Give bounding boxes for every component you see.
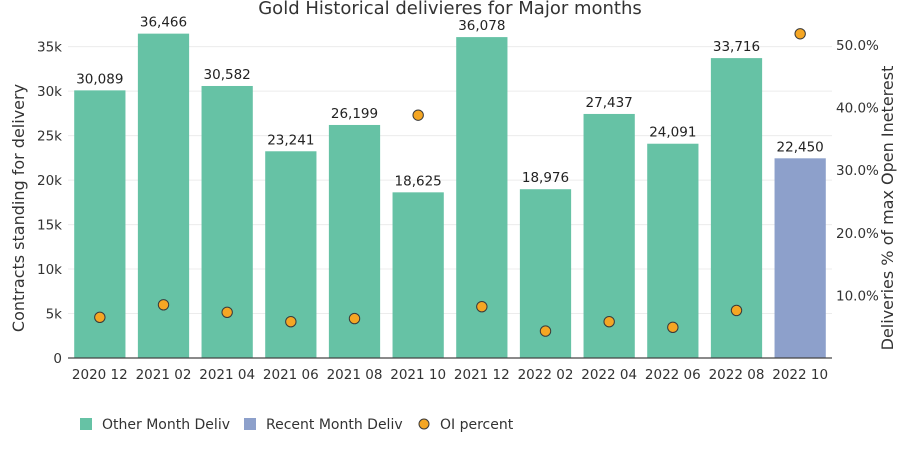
y-tick-label: 20k bbox=[37, 173, 62, 189]
y-tick-label: 10k bbox=[37, 262, 62, 278]
bar-value-label: 27,437 bbox=[586, 95, 633, 111]
legend-label: Recent Month Deliv bbox=[266, 417, 403, 433]
chart-title: Gold Historical delivieres for Major mon… bbox=[258, 0, 642, 19]
bar-value-label: 26,199 bbox=[331, 106, 378, 122]
bar bbox=[392, 192, 444, 358]
legend: Other Month Deliv Recent Month Deliv OI pe… bbox=[80, 417, 514, 433]
oi-point bbox=[667, 321, 679, 334]
oi-point bbox=[348, 312, 361, 325]
y2-tick-label: 30.0% bbox=[836, 163, 879, 179]
x-tick-label: 2021 12 bbox=[454, 367, 510, 383]
grid-lines bbox=[68, 46, 832, 315]
oi-point bbox=[539, 325, 552, 337]
oi-point bbox=[221, 306, 233, 319]
bar-value-label: 33,716 bbox=[713, 39, 760, 55]
oi-point bbox=[285, 315, 297, 328]
oi-point bbox=[730, 304, 743, 317]
bar-labels: 30,089 36,466 30,582 23,241 26,199 18,625 36,0… bbox=[76, 15, 824, 190]
y-tick-label: 0 bbox=[53, 351, 62, 367]
y-tick-label: 15k bbox=[37, 218, 62, 234]
bar-value-label: 36,466 bbox=[140, 15, 187, 31]
x-tick-label: 2022 06 bbox=[645, 367, 701, 383]
bar-value-label: 30,089 bbox=[76, 71, 123, 87]
legend-swatch-oi-percent bbox=[418, 418, 430, 430]
bar bbox=[774, 158, 826, 358]
x-tick-label: 2021 04 bbox=[199, 367, 255, 383]
oi-point bbox=[794, 28, 806, 40]
y-tick-label: 30k bbox=[37, 84, 62, 100]
oi-point bbox=[412, 109, 424, 121]
bars bbox=[74, 33, 826, 359]
y2-axis-title: Deliveries % of max Open Ineterest bbox=[878, 66, 897, 351]
y-tick-label: 35k bbox=[37, 40, 62, 56]
x-tick-label: 2021 06 bbox=[263, 367, 319, 383]
x-tick-label: 2021 02 bbox=[136, 367, 192, 383]
x-tick-label: 2021 08 bbox=[327, 367, 383, 383]
x-tick-label: 2022 08 bbox=[709, 367, 765, 383]
x-tick-label: 2020 12 bbox=[72, 367, 128, 383]
y2-tick-label: 20.0% bbox=[836, 226, 879, 242]
x-tick-label: 2021 10 bbox=[390, 367, 446, 383]
x-tick-label: 2022 04 bbox=[581, 367, 637, 383]
legend-swatch bbox=[244, 418, 256, 430]
legend-label: Other Month Deliv bbox=[102, 417, 230, 433]
oi-point bbox=[603, 315, 615, 328]
y-tick-label: 5k bbox=[46, 307, 63, 323]
y-tick-label: 25k bbox=[37, 129, 62, 145]
axes: 0 5k 10k 15k 20k 25k 30k 35k 10.0% 20.0% 30.0% 40.0… bbox=[37, 38, 879, 383]
bar-value-label: 23,241 bbox=[267, 132, 314, 148]
x-tick-label: 2022 02 bbox=[518, 367, 574, 383]
oi-point bbox=[157, 299, 170, 311]
oi-point bbox=[476, 300, 488, 313]
bar-value-label: 30,582 bbox=[204, 67, 251, 83]
legend-label: OI percent bbox=[440, 417, 514, 433]
oi-points bbox=[94, 28, 806, 337]
y2-tick-label: 40.0% bbox=[836, 101, 879, 117]
y-axis-title: Contracts standing for delivery bbox=[9, 84, 28, 332]
y2-tick-label: 10.0% bbox=[836, 288, 879, 304]
y2-tick-label: 50.0% bbox=[836, 38, 879, 54]
oi-point bbox=[94, 311, 106, 324]
bar-value-label: 18,625 bbox=[395, 173, 442, 189]
bar-value-label: 24,091 bbox=[649, 125, 696, 141]
legend-swatch bbox=[80, 418, 92, 430]
bar-value-label: 18,976 bbox=[522, 170, 569, 186]
bar-value-label: 22,450 bbox=[777, 139, 824, 155]
x-tick-label: 2022 10 bbox=[772, 367, 828, 383]
bar-value-label: 36,078 bbox=[458, 18, 505, 34]
